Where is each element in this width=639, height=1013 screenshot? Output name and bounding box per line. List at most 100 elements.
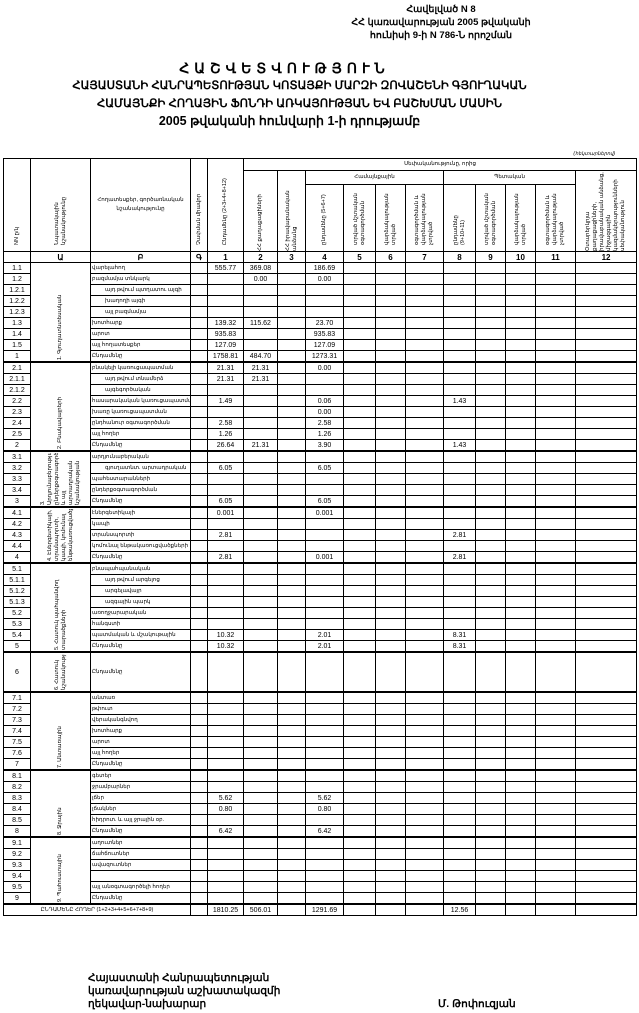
value-c5: [343, 350, 376, 363]
table-row: 2.3 խառը կառուցապատման 0.00: [3, 406, 638, 418]
value-c6: [375, 585, 406, 597]
value-c5: [343, 892, 376, 905]
value-c5: [343, 562, 376, 575]
value-c11: [535, 551, 576, 564]
value-c11: [535, 361, 576, 374]
value-c7: [405, 284, 444, 296]
value-c6: [375, 273, 406, 285]
value-c12: [574, 540, 638, 552]
value-c8: [443, 506, 476, 519]
value-c3: [277, 350, 306, 363]
value-c8: [443, 870, 476, 882]
row-number: 1.5: [3, 339, 31, 351]
value-c9: [475, 892, 506, 905]
value-c11: [535, 328, 576, 340]
value-c7: [405, 484, 444, 496]
value-c2: 21.31: [243, 439, 278, 452]
table-row: 8.3 լճեր 5.62 5.62: [3, 792, 638, 804]
value-c1: [207, 585, 244, 597]
value-c10: [505, 484, 536, 496]
value-c12: [574, 373, 638, 385]
value-c8: [443, 339, 476, 351]
value-c9: [475, 859, 506, 871]
value-c2: [243, 306, 278, 318]
value-c2: [243, 562, 278, 575]
value-c8: [443, 562, 476, 575]
value-c10: [505, 262, 536, 274]
value-c11: [535, 803, 576, 815]
table-row: 9.2 ճահճուտներ: [3, 848, 638, 860]
value-c5: [343, 825, 376, 838]
value-c12: [574, 892, 638, 905]
row-number: 2.5: [3, 428, 31, 440]
measure-cell: [190, 417, 208, 429]
value-c3: [277, 384, 306, 396]
header-landtype: Հողատեսքեր, գործառնական նշանակությունը: [90, 158, 191, 252]
value-c8: 8.31: [443, 629, 476, 641]
value-c8: [443, 825, 476, 838]
value-c6: [375, 439, 406, 452]
total-row: ԸՆԴԱՄԵՆԸ ՀՈՂԵՐ (1+2+3+4+5+6+7+8+9) 1810.2…: [3, 903, 638, 916]
group-label-text: 5. Հատուկ պահպանվող տարածքների: [53, 579, 67, 650]
table-row: 5 Ընդամենը 10.32 2.01 8.31: [3, 640, 638, 653]
measure-cell: [190, 618, 208, 630]
value-c10: [505, 406, 536, 418]
value-c4: [305, 618, 344, 630]
measure-cell: [190, 395, 208, 407]
value-c4: [305, 870, 344, 882]
value-c12: [574, 306, 638, 318]
value-c1: [207, 814, 244, 826]
value-c9: [475, 736, 506, 748]
row-number: 9: [3, 892, 31, 905]
row-number: 3.2: [3, 462, 31, 474]
row-number: 1.2.2: [3, 295, 31, 307]
measure-cell: [190, 373, 208, 385]
row-number: 5.1: [3, 562, 31, 575]
row-name: Ընդամենը: [90, 495, 191, 508]
value-c9: [475, 417, 506, 429]
value-c1: 10.32: [207, 640, 244, 653]
value-c3: [277, 540, 306, 552]
row-number: 5.2: [3, 607, 31, 619]
value-c1: [207, 306, 244, 318]
value-c5: [343, 306, 376, 318]
value-c5: [343, 473, 376, 485]
total-c3: [277, 903, 306, 916]
value-c9: [475, 384, 506, 396]
value-c11: [535, 562, 576, 575]
value-c6: [375, 825, 406, 838]
table-row: 7.2 թփուտ: [3, 703, 638, 715]
value-c7: [405, 714, 444, 726]
row-name: այդ թվում արգելոց: [90, 574, 191, 586]
value-c4: [305, 484, 344, 496]
row-name: լճակներ: [90, 803, 191, 815]
value-c8: [443, 428, 476, 440]
value-c12: [574, 574, 638, 586]
value-c7: [405, 417, 444, 429]
table-row: 8 Ընդամենը 6.42 6.42: [3, 825, 638, 838]
row-number: 9.5: [3, 881, 31, 893]
value-c4: [305, 518, 344, 530]
value-c6: [375, 758, 406, 771]
value-c1: [207, 881, 244, 893]
value-c1: [207, 836, 244, 849]
value-c5: [343, 484, 376, 496]
value-c8: [443, 714, 476, 726]
value-c2: [243, 484, 278, 496]
measure-cell: [190, 859, 208, 871]
value-c9: [475, 506, 506, 519]
row-name: կապի: [90, 518, 191, 530]
value-c6: [375, 651, 406, 693]
value-c10: [505, 651, 536, 693]
table-row: 9 Ընդամենը: [3, 892, 638, 905]
value-c2: [243, 892, 278, 905]
value-c5: [343, 836, 376, 849]
row-name: այդ թվում տնամերձ: [90, 373, 191, 385]
row-name: պատմական և մշակութային: [90, 629, 191, 641]
row-name: այդ թվում պտղատու այգի: [90, 284, 191, 296]
value-c6: [375, 295, 406, 307]
value-c4: [305, 769, 344, 782]
column-index: 5: [343, 251, 376, 263]
value-c3: [277, 814, 306, 826]
value-c12: [574, 262, 638, 274]
